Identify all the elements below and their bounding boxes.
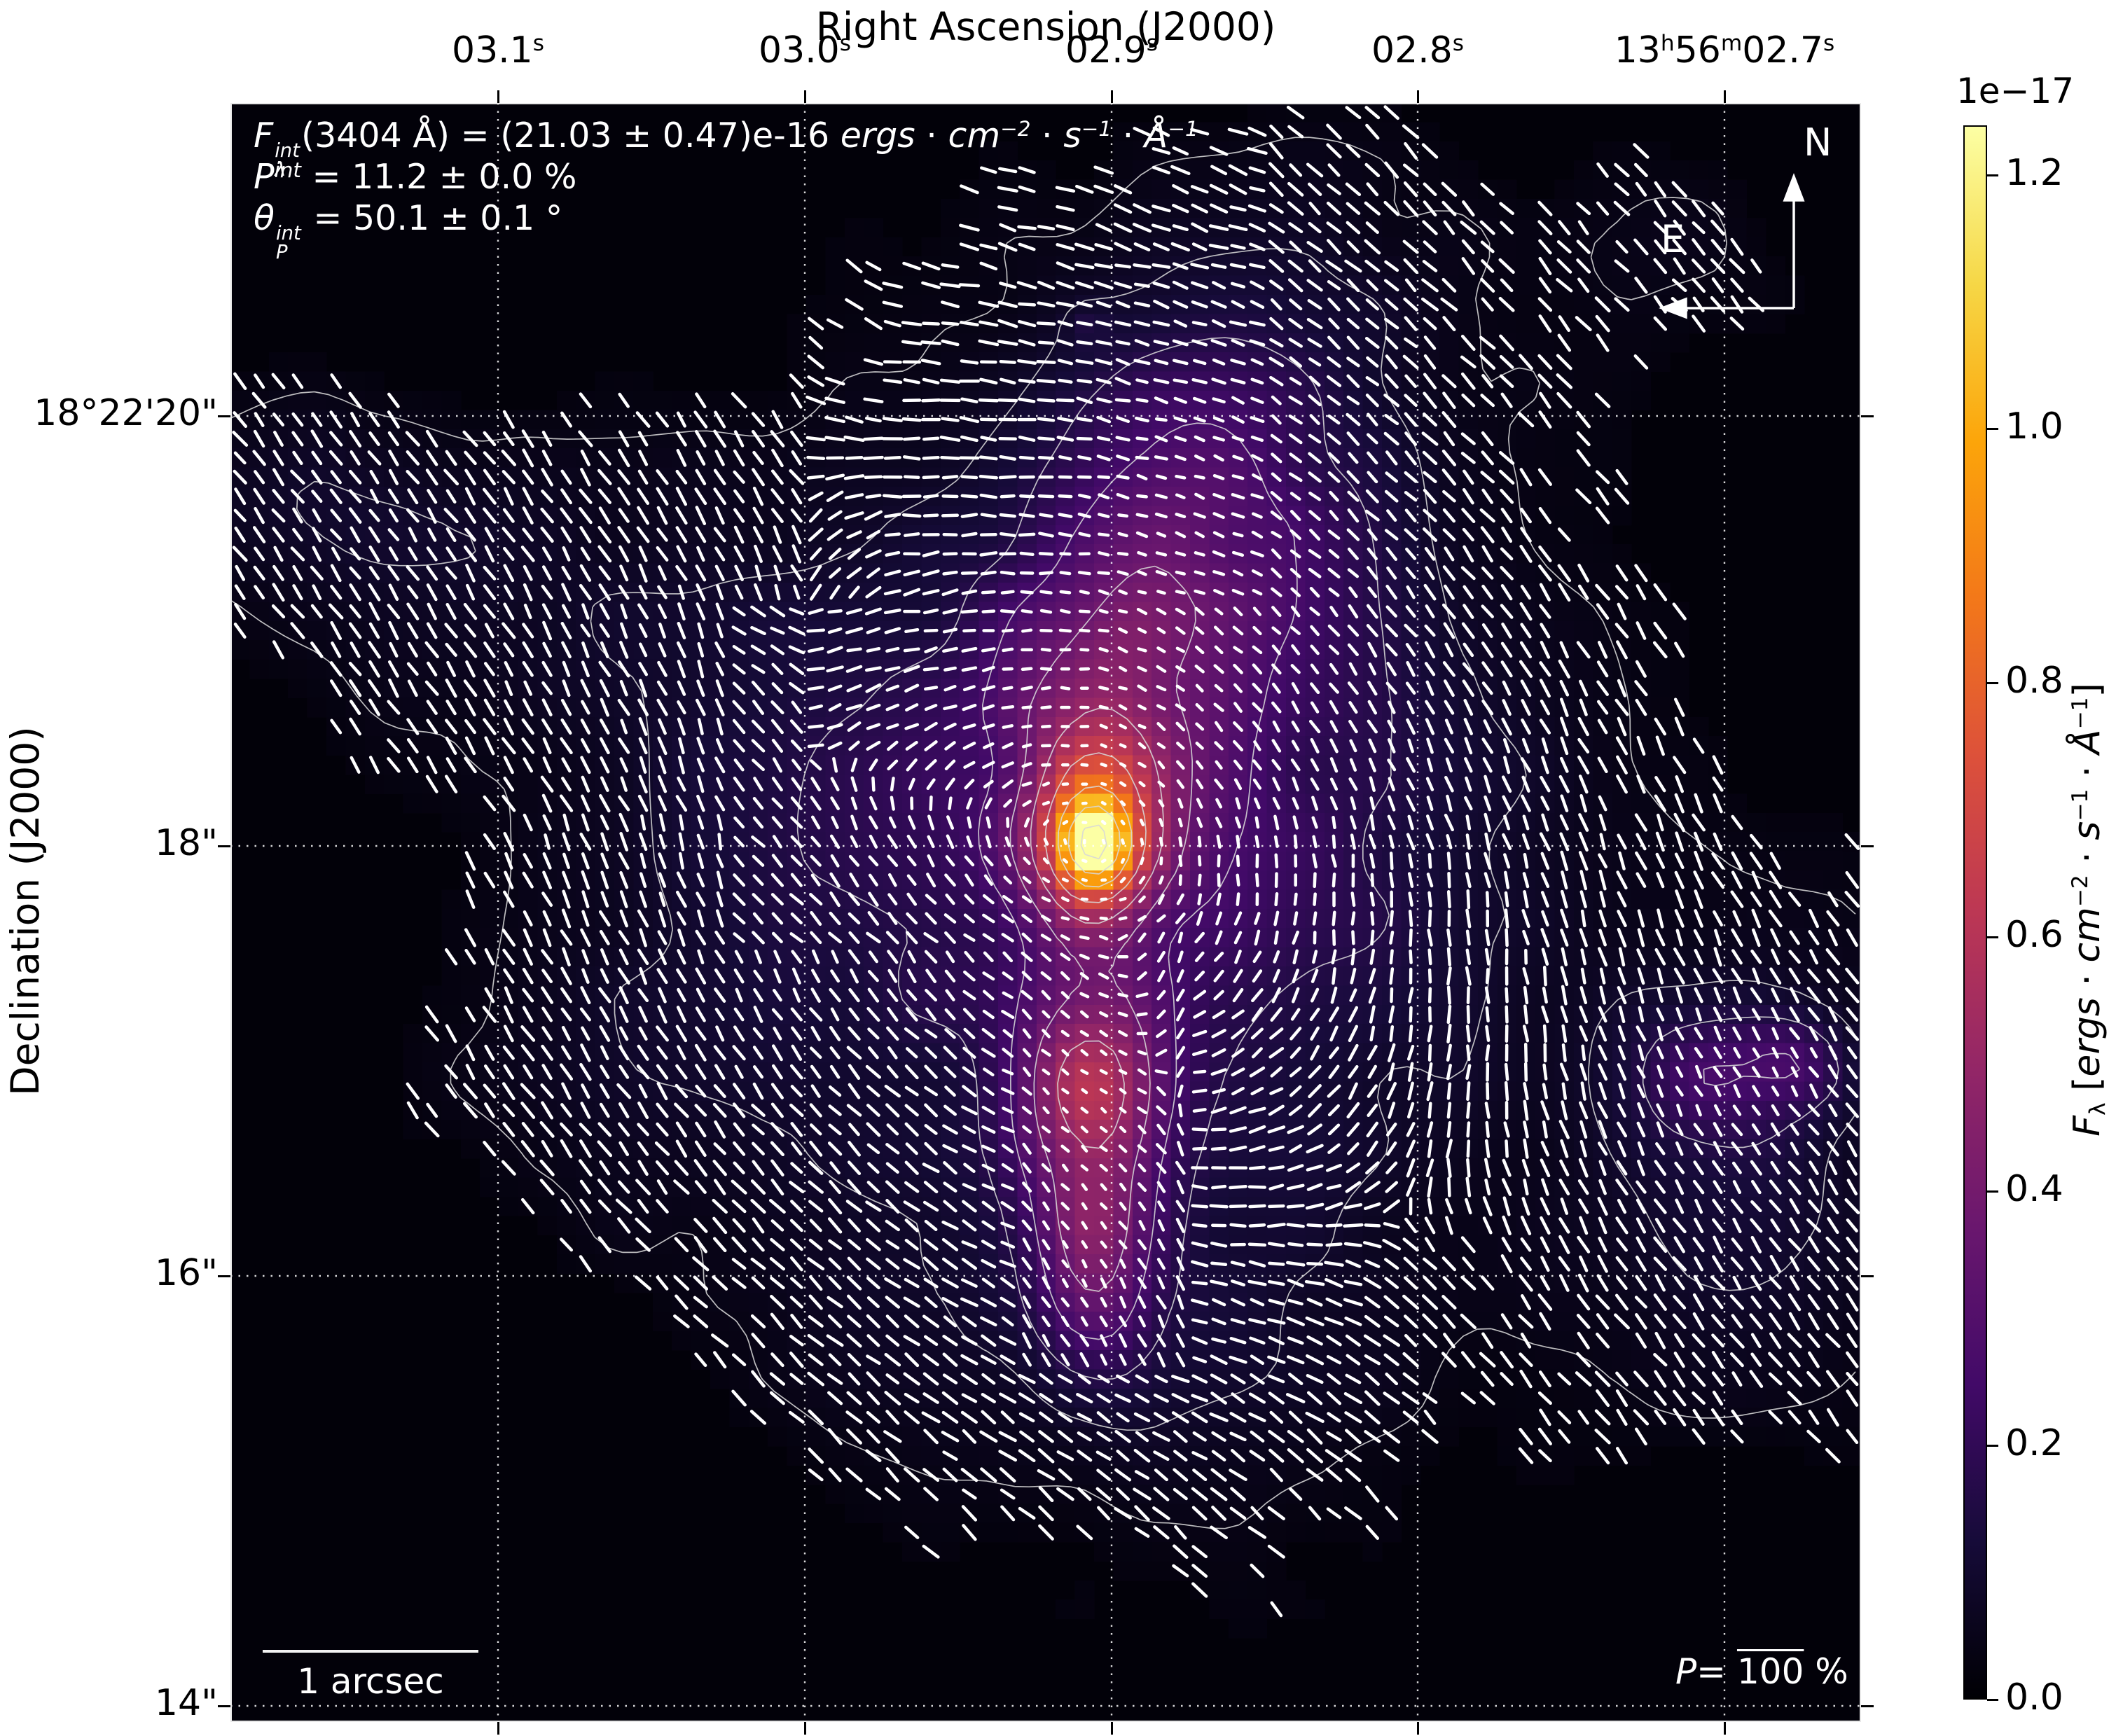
contour-level: [1057, 785, 1133, 888]
dec-axis-title: Declination (J2000): [3, 726, 48, 1096]
sky-map-svg: [230, 103, 1861, 1722]
axis-tick: [1723, 1722, 1726, 1735]
ra-tick-label: 13h56m02.7s: [1614, 29, 1835, 71]
axis-tick: [218, 1704, 230, 1707]
colorbar-tick-label: 1.0: [2005, 405, 2063, 447]
axis-tick: [1861, 1704, 1874, 1707]
axis-tick: [218, 415, 230, 417]
axis-tick: [803, 90, 806, 103]
colorbar-axis-label: Fλ [ergs · cm−2 · s−1 · Å−1]: [2066, 683, 2109, 1137]
contour-level: [1080, 824, 1107, 860]
ra-axis-title: Right Ascension (J2000): [815, 4, 1276, 49]
plot-border: [230, 103, 1861, 1722]
ra-tick-label: 03.0s: [758, 29, 852, 71]
axis-tick: [218, 845, 230, 847]
contour-layer: [230, 137, 1856, 1529]
colorbar-tick: [1987, 1444, 1998, 1447]
colorbar-tick-label: 0.6: [2005, 914, 2063, 956]
dec-tick-label: 18": [154, 822, 218, 864]
heatmap-layer: [230, 103, 1861, 1722]
axis-tick: [1110, 1722, 1113, 1735]
colorbar-tick: [1987, 1698, 1998, 1701]
scalebar-label: 1 arcsec: [297, 1661, 444, 1702]
dec-tick-label: 14": [154, 1682, 218, 1724]
axis-tick: [1416, 1722, 1419, 1735]
axis-tick: [1723, 90, 1726, 103]
colorbar-tick: [1987, 174, 1998, 176]
axis-tick: [1416, 90, 1419, 103]
contour-level: [1009, 565, 1196, 1292]
contour-level: [230, 137, 1856, 1529]
axis-tick: [1110, 90, 1113, 103]
axis-tick: [218, 1275, 230, 1277]
axis-tick: [497, 1722, 499, 1735]
polarization-scale-legend: P= 100 %: [1675, 1651, 1848, 1692]
colorbar-tick: [1987, 681, 1998, 684]
colorbar-tick-label: 0.0: [2005, 1676, 2063, 1718]
axis-tick: [1861, 1275, 1874, 1277]
axis-tick: [1861, 845, 1874, 847]
ra-tick-label: 02.8s: [1371, 29, 1465, 71]
colorbar-tick: [1987, 427, 1998, 430]
flux-annotation-line: θ int P = 50.1 ± 0.1 °: [254, 198, 563, 264]
colorbar-offset-label: 1e−17: [1956, 71, 2075, 111]
colorbar-tick-label: 0.2: [2005, 1422, 2063, 1464]
contour-level: [1067, 805, 1121, 875]
contour-level: [1030, 707, 1164, 1149]
axis-tick: [497, 90, 499, 103]
axis-tick: [803, 1722, 806, 1735]
colorbar-tick: [1987, 1190, 1998, 1193]
flux-annotation-line: Pint = 11.2 ± 0.0 %: [254, 157, 577, 197]
colorbar-tick: [1987, 936, 1998, 938]
dec-tick-label: 16": [154, 1252, 218, 1294]
compass-arrows: [1659, 173, 1805, 319]
axis-tick: [1861, 415, 1874, 417]
ra-tick-label: 02.9s: [1065, 29, 1159, 71]
colorbar-tick-label: 1.2: [2005, 152, 2063, 194]
colorbar-gradient: [1963, 125, 1987, 1700]
ra-tick-label: 03.1s: [451, 29, 545, 71]
compass-north-label: N: [1804, 120, 1832, 165]
vector-layer: [232, 105, 1860, 1618]
dec-tick-label: 18°22'20": [34, 392, 218, 434]
contour-level: [978, 422, 1801, 1340]
compass-east-label: E: [1661, 217, 1685, 261]
colorbar-tick-label: 0.4: [2005, 1168, 2063, 1210]
colorbar-tick-label: 0.8: [2005, 660, 2063, 702]
